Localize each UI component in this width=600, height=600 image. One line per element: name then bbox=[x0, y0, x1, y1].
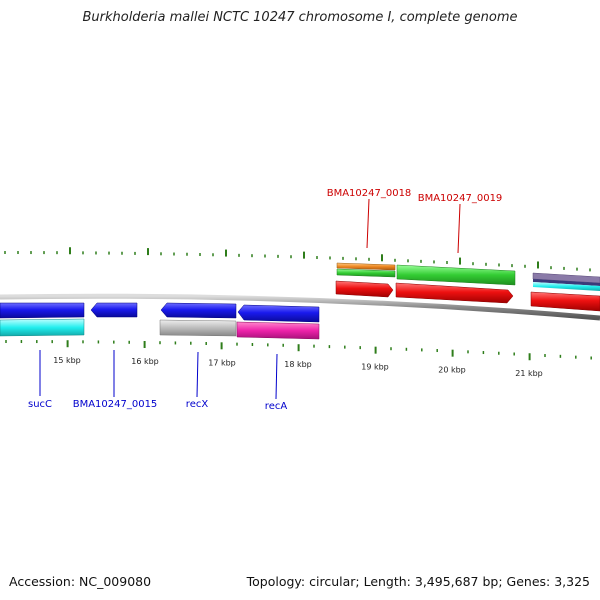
leader-reca bbox=[275, 353, 278, 400]
axis-tick-label: 15 kbp bbox=[53, 356, 81, 365]
cds-0018-orange[interactable] bbox=[336, 262, 396, 271]
outer-tick-ring bbox=[4, 247, 591, 272]
label-bma10247-0015[interactable]: BMA10247_0015 bbox=[73, 399, 158, 410]
accession-text: Accession: NC_009080 bbox=[9, 574, 152, 589]
leader-recx bbox=[196, 351, 199, 398]
axis-tick-label: 17 kbp bbox=[208, 358, 236, 367]
cds-right-navy[interactable] bbox=[533, 279, 600, 286]
axis-tick-label: 19 kbp bbox=[361, 363, 389, 372]
reverse-strand bbox=[0, 302, 320, 340]
reverse-leaders bbox=[39, 350, 278, 400]
label-recx[interactable]: recX bbox=[186, 399, 209, 410]
forward-strand bbox=[335, 262, 600, 312]
axis-tick-label: 20 kbp bbox=[438, 366, 466, 375]
cds-recx-blue[interactable] bbox=[160, 302, 237, 319]
cds-succ-cyan[interactable] bbox=[0, 318, 85, 337]
label-reca[interactable]: recA bbox=[265, 401, 288, 412]
cds-reca-magenta[interactable] bbox=[236, 321, 320, 340]
axis-tick-label: 21 kbp bbox=[515, 369, 543, 378]
label-bma10247-0019[interactable]: BMA10247_0019 bbox=[418, 193, 503, 204]
leader-bma10247-0018 bbox=[366, 198, 370, 249]
cds-0019-green[interactable] bbox=[396, 264, 516, 286]
cds-0015-blue[interactable] bbox=[90, 302, 138, 318]
cds-0018-green[interactable] bbox=[336, 268, 396, 278]
cds-right-purple[interactable] bbox=[532, 272, 600, 284]
genome-summary-text: Topology: circular; Length: 3,495,687 bp… bbox=[246, 574, 590, 589]
gene-labels: BMA10247_0018 BMA10247_0019 sucC BMA1024… bbox=[28, 188, 502, 412]
label-bma10247-0018[interactable]: BMA10247_0018 bbox=[327, 188, 412, 199]
cds-recx-grey[interactable] bbox=[159, 319, 237, 337]
cds-right-red[interactable] bbox=[530, 291, 600, 312]
cds-succ-blue[interactable] bbox=[0, 302, 85, 319]
cds-reca-blue[interactable] bbox=[237, 304, 320, 323]
chromosome-backbone bbox=[0, 293, 600, 321]
forward-leaders bbox=[366, 198, 461, 254]
map-title: Burkholderia mallei NCTC 10247 chromosom… bbox=[82, 10, 518, 25]
axis-tick-label: 16 kbp bbox=[131, 357, 159, 366]
cds-0018-red[interactable] bbox=[335, 280, 394, 298]
leader-bma10247-0019 bbox=[457, 203, 461, 254]
cds-right-cyan[interactable] bbox=[533, 282, 600, 291]
inner-tick-ring: 15 kbp 16 kbp 17 kbp 18 kbp 19 kbp 20 kbp 21 k… bbox=[5, 340, 592, 378]
cds-0019-red[interactable] bbox=[395, 282, 514, 304]
label-succ[interactable]: sucC bbox=[28, 399, 52, 410]
axis-tick-label: 18 kbp bbox=[284, 360, 312, 369]
